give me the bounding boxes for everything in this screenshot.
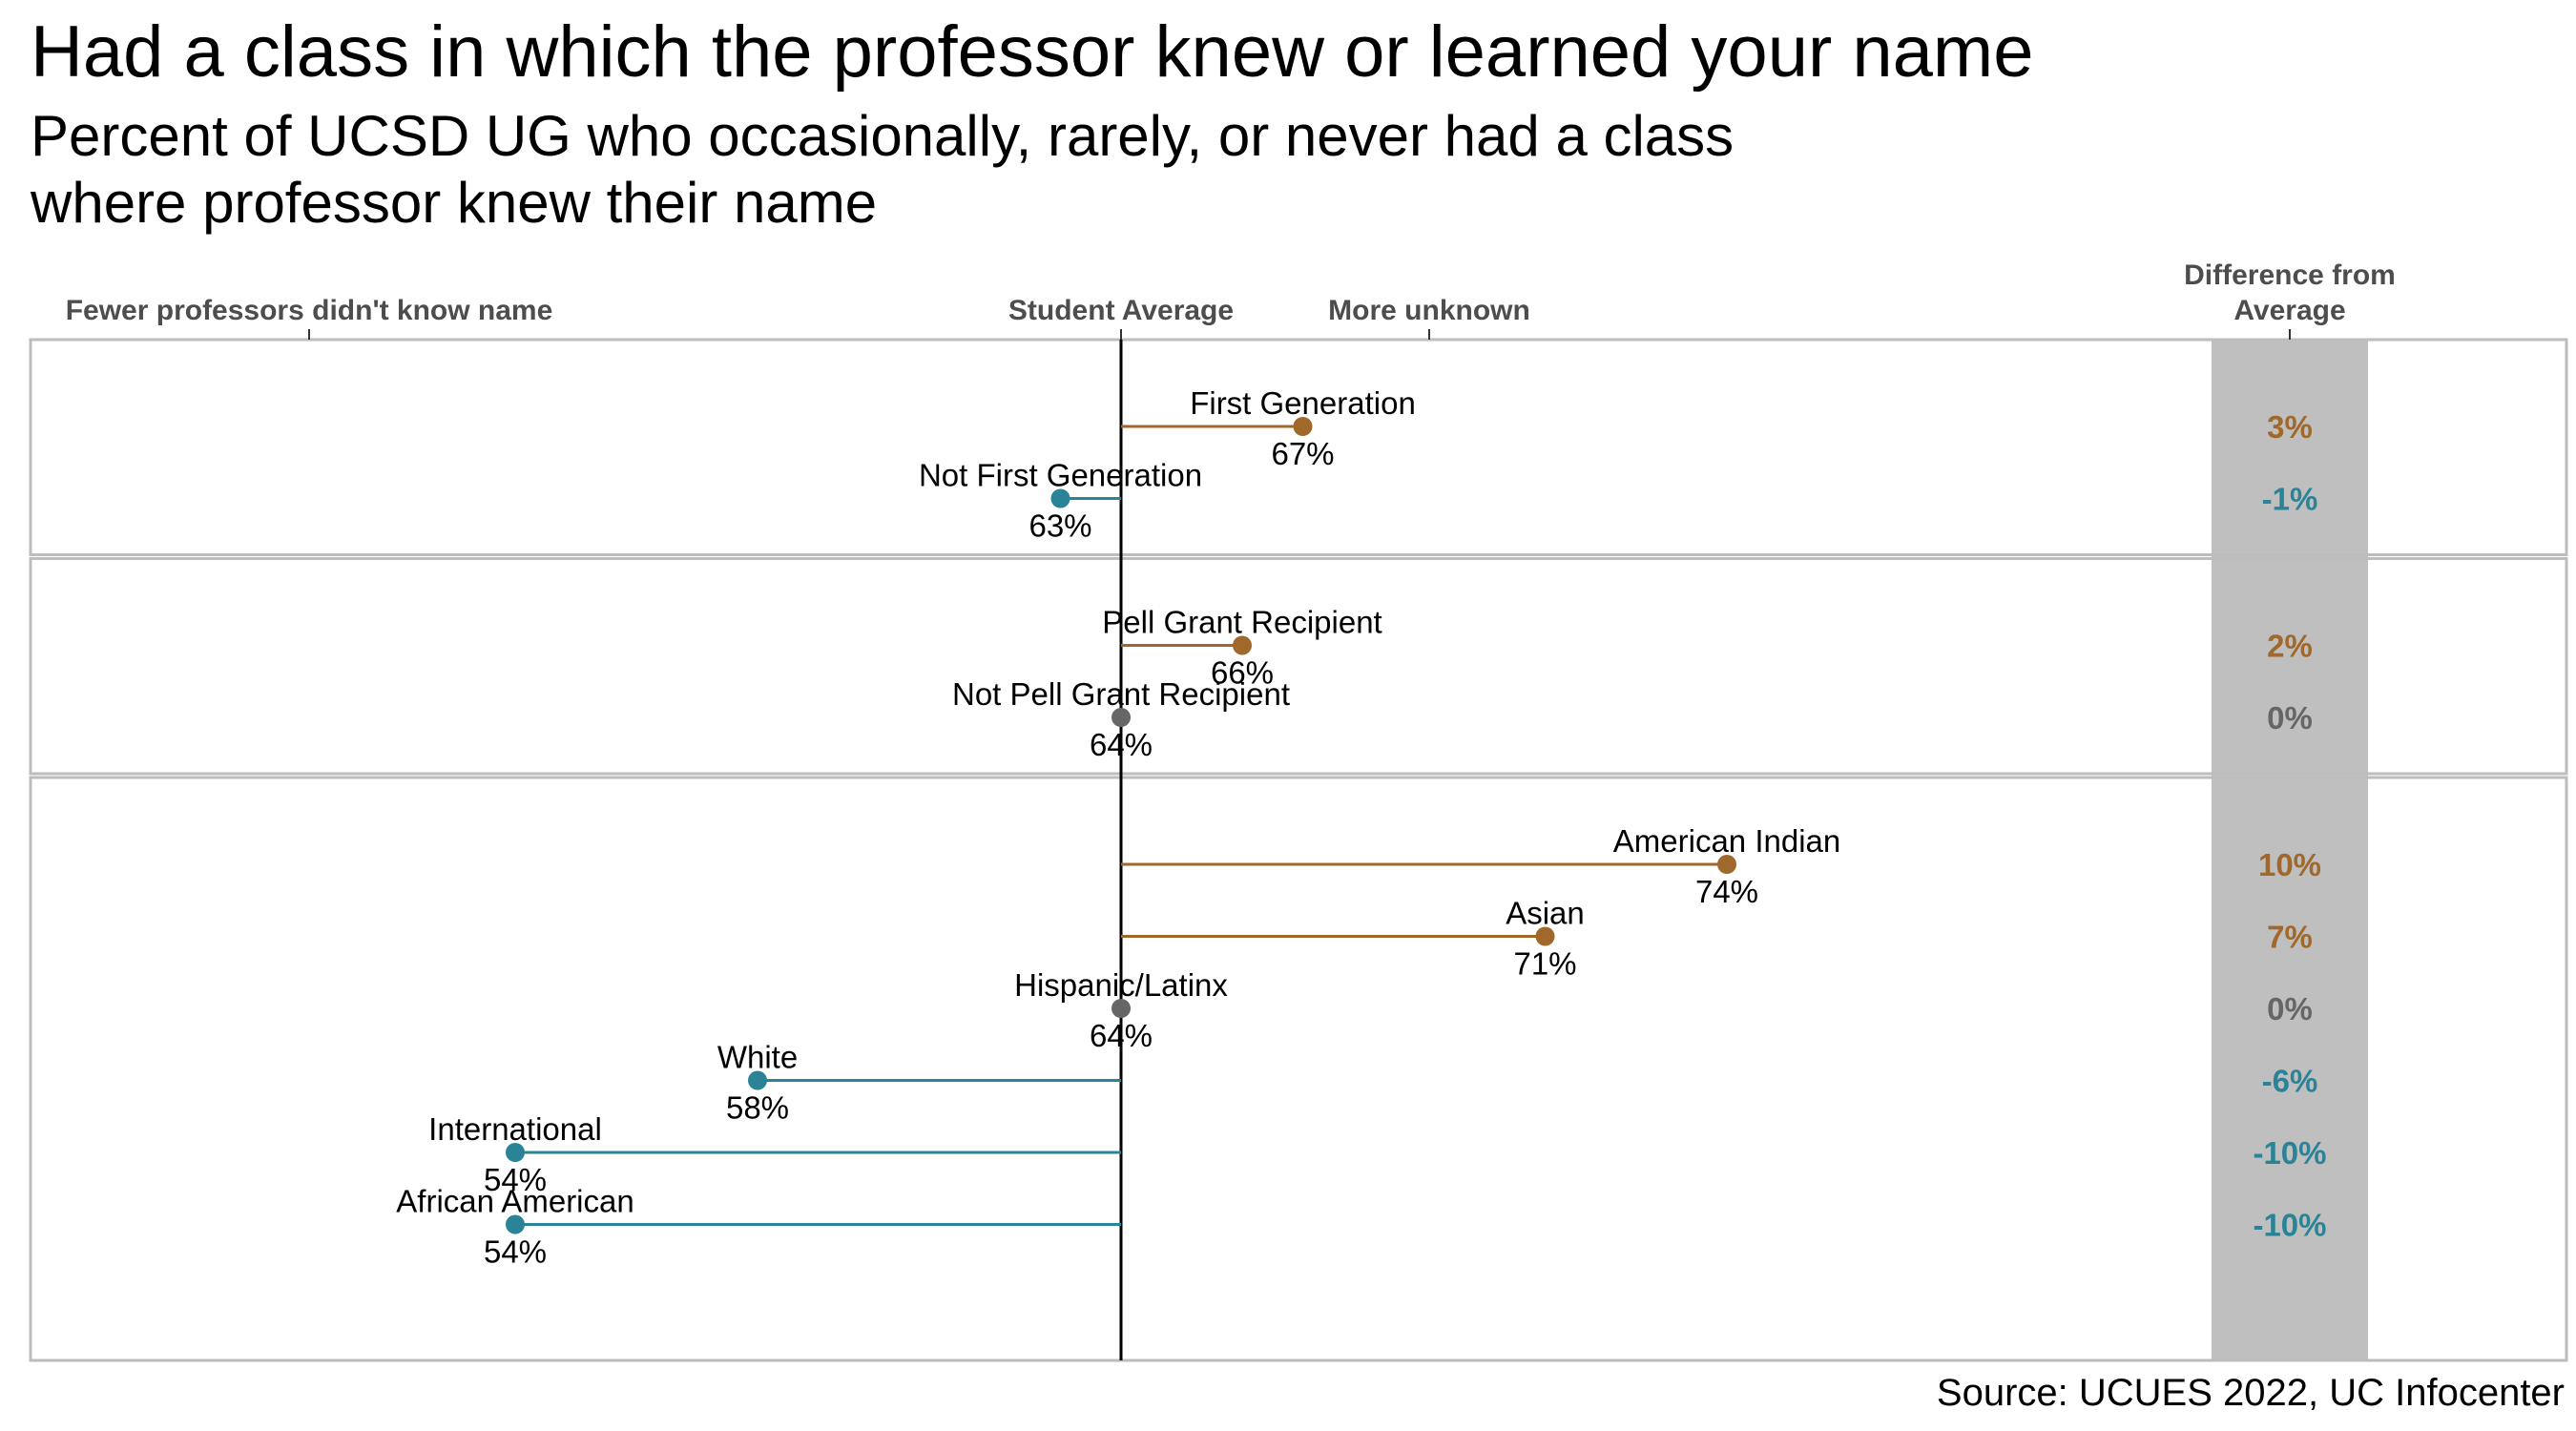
axis-label-left: Fewer professors didn't know name	[66, 295, 553, 326]
group-label-international: International	[428, 1111, 602, 1147]
diff-label-american-indian: 10%	[2258, 847, 2321, 882]
diff-label-first-generation: 3%	[2267, 409, 2313, 445]
diff-header-line-1: Difference from	[2184, 259, 2396, 291]
chart-subtitle: Percent of UCSD UG who occasionally, rar…	[31, 103, 2320, 237]
group-label-hispanic-latinx: Hispanic/Latinx	[1014, 967, 1228, 1003]
chart-title: Had a class in which the professor knew …	[31, 11, 2034, 93]
value-label-first-generation: 67%	[1271, 436, 1334, 471]
value-label-american-indian: 74%	[1695, 874, 1758, 909]
value-label-african-american: 54%	[484, 1234, 547, 1270]
point-international	[506, 1143, 525, 1162]
panel-3-border	[29, 776, 2568, 1362]
group-label-not-pell-grant-recipient: Not Pell Grant Recipient	[952, 676, 1290, 712]
value-label-not-first-generation: 63%	[1028, 508, 1091, 544]
subtitle-line-2: where professor knew their name	[31, 171, 878, 235]
value-label-not-pell-grant-recipient: 64%	[1090, 727, 1153, 762]
diff-label-not-pell-grant-recipient: 0%	[2267, 700, 2313, 736]
panel-1-border	[29, 338, 2568, 556]
value-label-international: 54%	[484, 1162, 547, 1197]
diff-label-african-american: -10%	[2253, 1208, 2326, 1243]
diff-label-not-first-generation: -1%	[2262, 482, 2318, 517]
value-label-asian: 71%	[1513, 946, 1576, 982]
diff-label-hispanic-latinx: 0%	[2267, 991, 2313, 1027]
axis-label-right: More unknown	[1328, 295, 1530, 326]
point-first-generation	[1293, 417, 1313, 436]
diff-header-line-2: Average	[2233, 295, 2345, 326]
diff-label-asian: 7%	[2267, 920, 2313, 955]
group-label-american-indian: American Indian	[1613, 823, 1840, 859]
point-white	[748, 1070, 767, 1090]
point-pell-grant-recipient	[1233, 635, 1252, 655]
source-caption: Source: UCUES 2022, UC Infocenter	[1936, 1372, 2565, 1414]
point-american-indian	[1717, 855, 1736, 874]
axis-label-average: Student Average	[1008, 295, 1234, 326]
panel-2-border	[29, 557, 2568, 776]
point-asian	[1535, 926, 1555, 946]
group-label-first-generation: First Generation	[1190, 385, 1416, 421]
group-label-white: White	[717, 1040, 798, 1075]
value-label-hispanic-latinx: 64%	[1090, 1018, 1153, 1053]
point-hispanic-latinx	[1111, 999, 1131, 1018]
group-label-not-first-generation: Not First Generation	[919, 458, 1202, 493]
group-label-pell-grant-recipient: Pell Grant Recipient	[1102, 605, 1381, 640]
subtitle-line-1: Percent of UCSD UG who occasionally, rar…	[31, 104, 1735, 168]
point-african-american	[506, 1214, 525, 1234]
diff-label-white: -6%	[2262, 1064, 2318, 1099]
diff-label-international: -10%	[2253, 1135, 2326, 1171]
diff-label-pell-grant-recipient: 2%	[2267, 629, 2313, 664]
group-label-asian: Asian	[1506, 896, 1585, 931]
point-not-first-generation	[1050, 488, 1070, 508]
value-label-white: 58%	[726, 1090, 789, 1126]
group-label-african-american: African American	[396, 1184, 634, 1219]
value-label-pell-grant-recipient: 66%	[1211, 655, 1274, 691]
difference-column-bg	[2212, 340, 2368, 1360]
point-not-pell-grant-recipient	[1111, 708, 1131, 727]
